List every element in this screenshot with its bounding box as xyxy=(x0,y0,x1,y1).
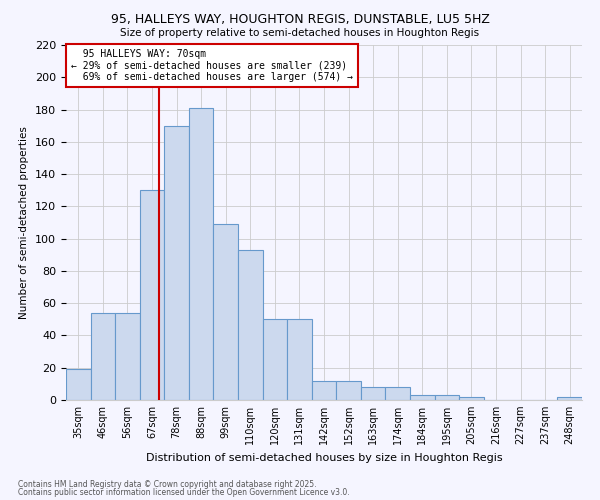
Bar xyxy=(459,397,484,400)
Bar xyxy=(287,320,312,400)
Bar xyxy=(434,395,459,400)
Bar xyxy=(238,250,263,400)
Y-axis label: Number of semi-detached properties: Number of semi-detached properties xyxy=(19,126,29,319)
Bar xyxy=(189,108,214,400)
Bar xyxy=(91,313,115,400)
Bar xyxy=(214,224,238,400)
X-axis label: Distribution of semi-detached houses by size in Houghton Regis: Distribution of semi-detached houses by … xyxy=(146,452,502,462)
Bar xyxy=(312,380,336,400)
Bar xyxy=(164,126,189,400)
Bar xyxy=(557,397,582,400)
Bar xyxy=(336,380,361,400)
Bar xyxy=(263,320,287,400)
Bar xyxy=(385,387,410,400)
Text: 95 HALLEYS WAY: 70sqm
← 29% of semi-detached houses are smaller (239)
  69% of s: 95 HALLEYS WAY: 70sqm ← 29% of semi-deta… xyxy=(71,48,353,82)
Text: Contains HM Land Registry data © Crown copyright and database right 2025.: Contains HM Land Registry data © Crown c… xyxy=(18,480,317,489)
Bar xyxy=(361,387,385,400)
Bar xyxy=(140,190,164,400)
Bar xyxy=(410,395,434,400)
Text: 95, HALLEYS WAY, HOUGHTON REGIS, DUNSTABLE, LU5 5HZ: 95, HALLEYS WAY, HOUGHTON REGIS, DUNSTAB… xyxy=(110,12,490,26)
Text: Contains public sector information licensed under the Open Government Licence v3: Contains public sector information licen… xyxy=(18,488,350,497)
Bar xyxy=(66,370,91,400)
Text: Size of property relative to semi-detached houses in Houghton Regis: Size of property relative to semi-detach… xyxy=(121,28,479,38)
Bar xyxy=(115,313,140,400)
